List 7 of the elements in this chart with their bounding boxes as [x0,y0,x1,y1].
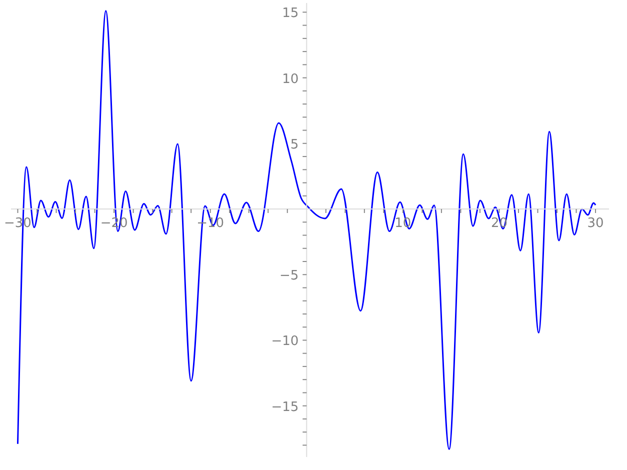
y-tick-label: 5 [290,137,299,152]
x-tick-label: 30 [587,216,604,232]
y-tick-label: 15 [282,6,299,22]
y-tick-label: 10 [282,72,299,87]
y-tick-label: −10 [271,334,299,350]
y-tick-label: −5 [279,268,299,284]
y-tick-label: −15 [271,400,299,415]
